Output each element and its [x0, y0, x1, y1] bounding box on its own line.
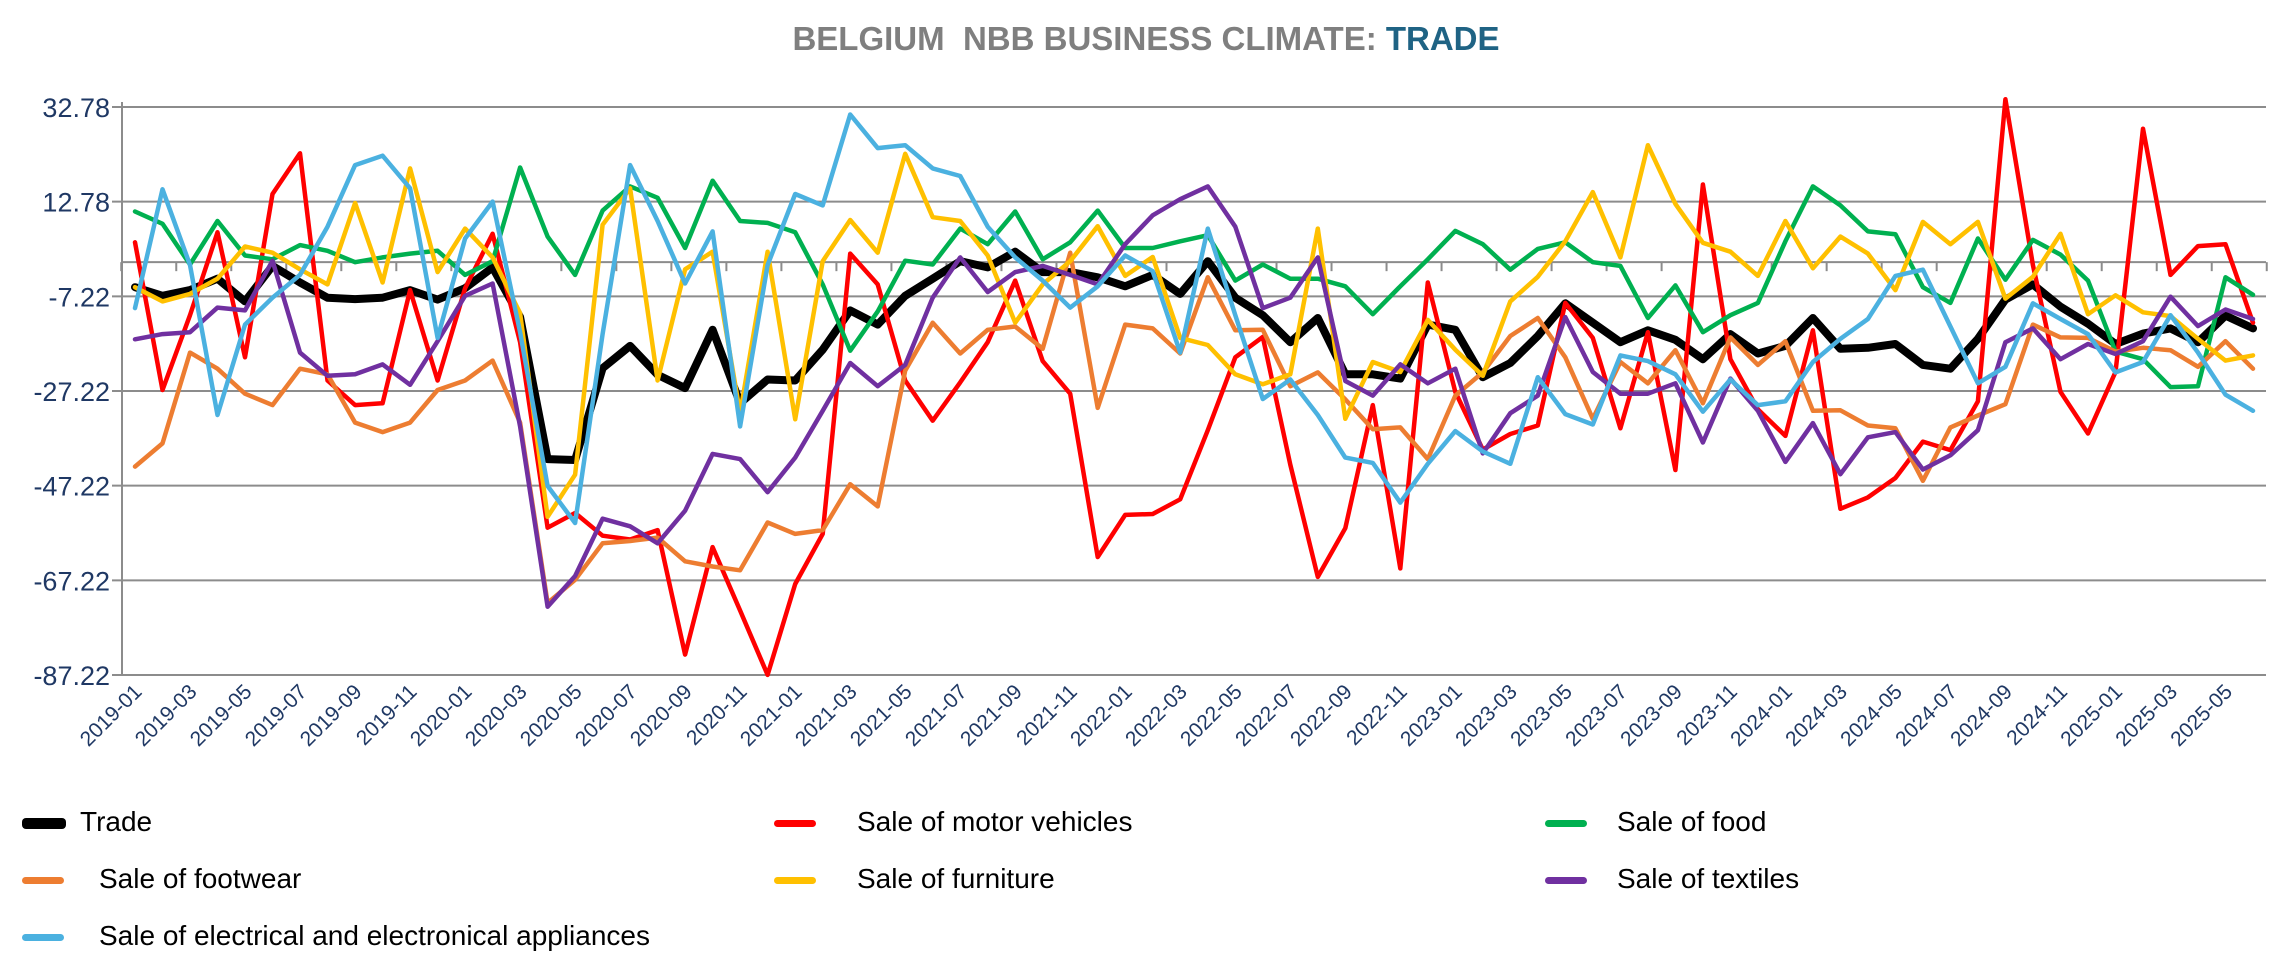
series-line-sale-of-footwear — [132, 250, 2256, 606]
series-line-trade — [131, 247, 2257, 464]
series-line-sale-of-motor-vehicles — [132, 97, 2256, 678]
series-line-sale-of-electrical-and-electronical-appliances — [132, 112, 2256, 526]
chart-title-highlight: TRADE — [1386, 20, 1500, 57]
y-tick-label: -7.22 — [48, 282, 110, 312]
legend-label: Sale of textiles — [1617, 863, 1800, 894]
x-tick-label: 2025-05 — [2166, 680, 2237, 751]
y-tick-label: -67.22 — [33, 566, 110, 596]
x-tick-label: 2021-09 — [956, 680, 1027, 751]
y-tick-label: -27.22 — [33, 377, 110, 407]
x-tick-label: 2024-09 — [1946, 680, 2017, 751]
gridlines — [112, 106, 2266, 676]
legend-label: Sale of electrical and electronical appl… — [99, 920, 650, 951]
legend-swatch — [774, 877, 816, 884]
legend-label: Sale of furniture — [857, 863, 1055, 894]
series-line-sale-of-furniture — [132, 142, 2256, 520]
y-tick-label: -47.22 — [33, 472, 110, 502]
y-tick-label: 32.78 — [42, 93, 110, 123]
chart-title-prefix: BELGIUM NBB BUSINESS CLIMATE: — [792, 20, 1385, 57]
y-tick-label: 12.78 — [42, 188, 110, 218]
legend-label: Trade — [80, 806, 153, 837]
legend-swatch — [22, 934, 64, 941]
series-line-sale-of-food — [132, 165, 2256, 390]
y-tick-label: -87.22 — [33, 661, 110, 691]
x-tick-label: 2020-09 — [626, 680, 697, 751]
x-tick-label: 2023-09 — [1616, 680, 1687, 751]
legend-swatch — [1545, 877, 1587, 884]
x-tick-label: 2022-09 — [1286, 680, 1357, 751]
legend-swatch — [22, 877, 64, 884]
x-tick-label: 2019-09 — [296, 680, 367, 751]
legend-swatch — [1545, 820, 1587, 827]
legend-label: Sale of motor vehicles — [857, 806, 1133, 837]
legend-label: Sale of footwear — [99, 863, 302, 894]
series-lines — [131, 97, 2257, 678]
y-axis: 32.78 12.78 -7.22 -27.22 -47.22 -67.22 -87.22 — [33, 93, 123, 691]
chart-title: BELGIUM NBB BUSINESS CLIMATE: TRADE — [792, 20, 1499, 57]
legend-swatch — [774, 820, 816, 827]
series-line-sale-of-textiles — [132, 184, 2256, 609]
legend-label: Sale of food — [1617, 806, 1767, 837]
legend-swatch — [22, 818, 66, 829]
